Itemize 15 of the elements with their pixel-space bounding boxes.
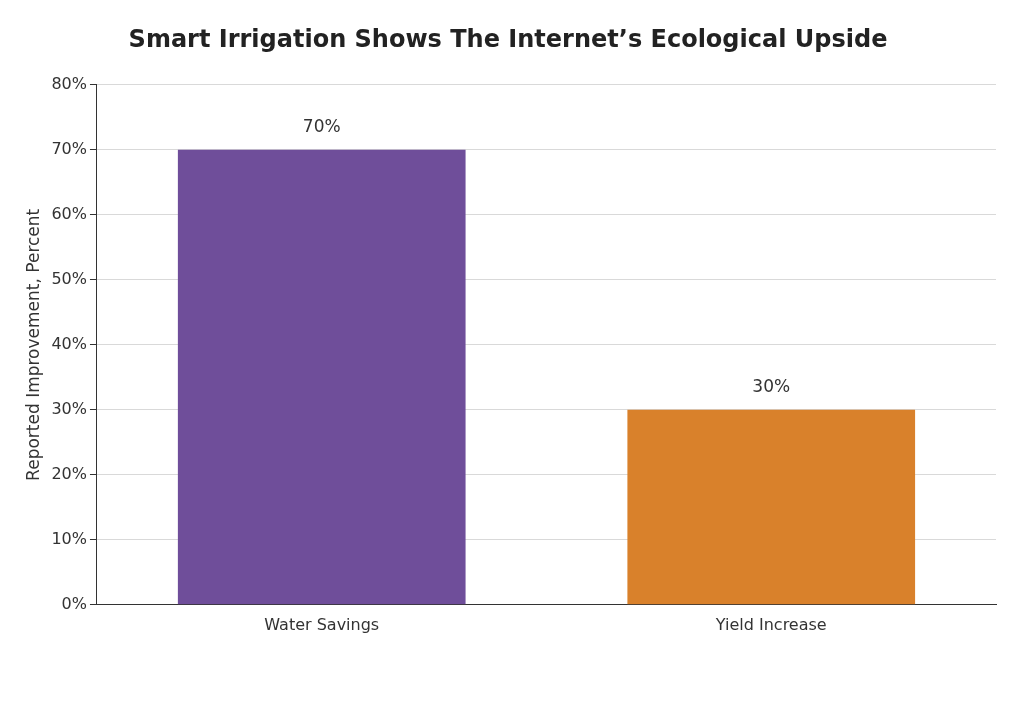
y-tick-label: 20% [51, 463, 87, 483]
y-tick-label: 80% [51, 73, 87, 93]
y-tick-label: 40% [51, 333, 87, 353]
y-tick-label: 0% [61, 593, 87, 613]
data-label: 70% [302, 115, 341, 136]
y-axis-title: Reported Improvement, Percent [22, 208, 43, 481]
y-tick-label: 10% [51, 528, 87, 548]
data-label: 30% [752, 375, 791, 396]
y-tick-label: 60% [51, 203, 87, 223]
y-tick-label: 30% [51, 398, 87, 418]
x-tick-label: Water Savings [264, 614, 380, 634]
chart-title: Smart Irrigation Shows The Internet’s Ecological Upside [128, 24, 888, 53]
x-tick-label: Yield Increase [714, 614, 827, 634]
y-tick-label: 50% [51, 268, 87, 288]
y-tick-label: 70% [51, 138, 87, 158]
